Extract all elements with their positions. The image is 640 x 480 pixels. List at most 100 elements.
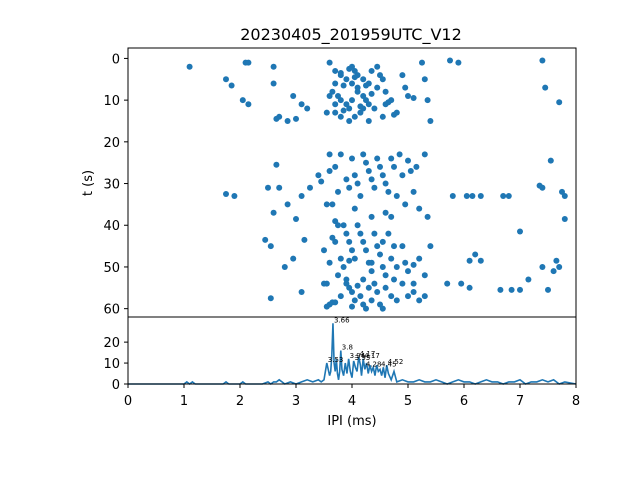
scatter-point <box>346 65 353 72</box>
scatter-point <box>410 261 417 268</box>
scatter-point <box>349 80 355 87</box>
top-y-tick-label: 30 <box>103 178 120 193</box>
scatter-point <box>525 276 532 283</box>
scatter-point <box>365 101 372 108</box>
scatter-point <box>368 259 375 266</box>
bottom-y-tick-label: 10 <box>103 357 120 372</box>
scatter-point <box>444 280 451 287</box>
scatter-point <box>326 59 333 66</box>
scatter-point <box>539 57 546 64</box>
scatter-point <box>326 259 333 266</box>
scatter-point <box>337 151 344 158</box>
scatter-point <box>343 276 350 283</box>
scatter-point <box>323 201 330 208</box>
scatter-point <box>245 101 252 108</box>
top-y-axis: 0 10 20 30 40 50 60 <box>103 52 128 318</box>
scatter-point <box>337 113 344 120</box>
scatter-point <box>332 238 339 245</box>
scatter-point <box>340 107 347 114</box>
peak-label: 3.94 <box>350 352 366 360</box>
scatter-point <box>332 299 339 306</box>
scatter-point <box>410 280 417 287</box>
scatter-point <box>270 80 277 87</box>
scatter-point <box>388 293 395 300</box>
bottom-x-tick-label: 4 <box>348 394 356 409</box>
peak-label: 4.17 <box>364 352 380 360</box>
scatter-point <box>354 282 361 289</box>
scatter-point <box>332 80 339 87</box>
scatter-point <box>351 74 358 81</box>
peak-label: 4.28 <box>366 360 382 368</box>
scatter-point <box>346 184 353 191</box>
bottom-x-tick-label: 6 <box>460 394 468 409</box>
scatter-point <box>318 178 325 185</box>
scatter-point <box>351 255 358 262</box>
scatter-point <box>374 288 381 295</box>
scatter-point <box>539 184 546 191</box>
scatter-point <box>393 263 400 270</box>
scatter-point <box>399 243 406 250</box>
top-y-tick-label: 10 <box>103 94 120 109</box>
scatter-point <box>293 115 299 122</box>
scatter-point <box>388 213 395 220</box>
top-y-tick-label: 60 <box>103 303 120 318</box>
scatter-point <box>186 63 193 70</box>
bottom-x-tick-label: 0 <box>124 394 132 409</box>
bottom-y-tick-label: 20 <box>103 336 120 351</box>
scatter-point <box>545 286 551 293</box>
scatter-point <box>357 293 364 300</box>
scatter-point <box>346 105 353 112</box>
scatter-point <box>343 76 350 83</box>
scatter-point <box>354 88 361 95</box>
scatter-point <box>340 222 347 229</box>
scatter-point <box>326 92 333 99</box>
scatter-point <box>231 193 238 200</box>
scatter-point <box>382 88 389 95</box>
scatter-point <box>447 57 453 64</box>
scatter-point <box>421 151 428 158</box>
scatter-point <box>270 209 277 216</box>
scatter-point <box>337 97 344 104</box>
scatter-point <box>351 297 358 304</box>
scatter-point <box>343 230 350 237</box>
scatter-point <box>556 99 563 106</box>
bottom-x-axis: 0 1 2 3 4 5 6 7 8 <box>124 384 580 409</box>
scatter-point <box>427 243 434 250</box>
scatter-point <box>290 255 297 262</box>
scatter-point <box>374 243 381 250</box>
scatter-point <box>368 268 375 275</box>
scatter-point <box>377 251 383 258</box>
scatter-point <box>553 257 560 264</box>
scatter-point <box>360 151 367 158</box>
scatter-point <box>284 117 291 124</box>
scatter-point <box>399 72 406 79</box>
scatter-point <box>223 76 229 83</box>
scatter-point <box>382 209 389 216</box>
scatter-point <box>332 163 339 170</box>
scatter-point <box>349 247 355 254</box>
scatter-point <box>402 84 409 91</box>
scatter-point <box>323 109 330 116</box>
top-y-tick-label: 50 <box>103 261 120 276</box>
top-y-tick-label: 0 <box>112 52 120 67</box>
scatter-point <box>399 172 406 179</box>
scatter-point <box>382 284 389 291</box>
peak-label: 3.66 <box>334 316 350 324</box>
scatter-point <box>346 238 353 245</box>
scatter-point <box>500 193 507 200</box>
scatter-point <box>363 159 369 166</box>
scatter-point <box>472 251 479 258</box>
scatter-point <box>290 92 297 99</box>
scatter-point <box>561 193 568 200</box>
scatter-point <box>349 288 355 295</box>
scatter-point <box>379 76 386 83</box>
scatter-point <box>265 184 271 191</box>
scatter-point <box>346 257 353 264</box>
peak-label: 4.45 <box>381 360 397 368</box>
scatter-point <box>550 268 557 275</box>
scatter-point <box>413 163 420 170</box>
scatter-point <box>385 99 392 106</box>
scatter-point <box>455 59 462 66</box>
peak-label: 3.93 <box>355 354 371 362</box>
scatter-point <box>321 247 327 254</box>
